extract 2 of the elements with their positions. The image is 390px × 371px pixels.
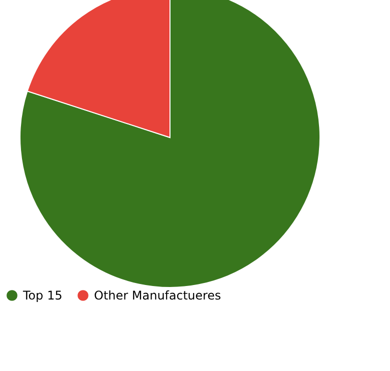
legend-label: Top 15 xyxy=(22,288,62,302)
legend-label: Other Manufactueres xyxy=(94,288,221,302)
